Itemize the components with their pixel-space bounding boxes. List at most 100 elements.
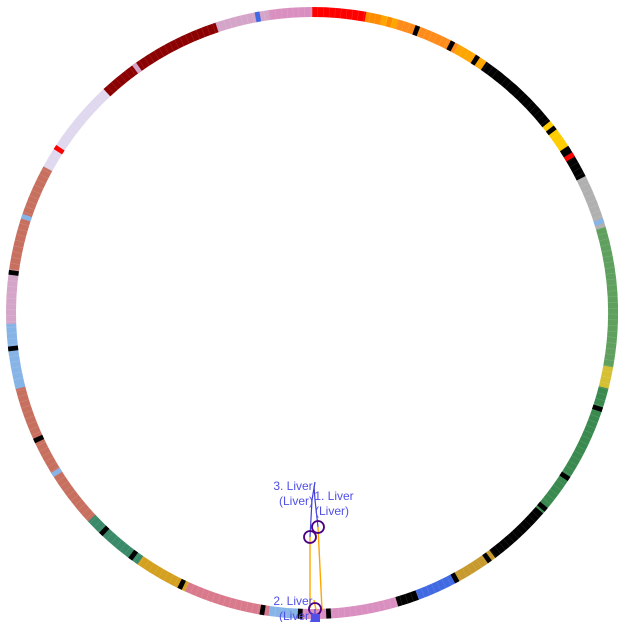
ring-segment-12 [535, 386, 609, 514]
ring-texture-line [431, 583, 436, 594]
ring-texture-line [406, 23, 411, 33]
ring-texture-line [461, 568, 468, 578]
ring-texture-line [212, 23, 216, 34]
ring-accent-29 [132, 62, 142, 74]
ring-texture-line [338, 607, 340, 618]
ring-texture-line [85, 512, 94, 520]
ring-segment-11 [598, 365, 614, 389]
ring-texture-line [11, 256, 22, 260]
ring-texture-line [554, 137, 563, 144]
ring-texture-line [21, 404, 31, 409]
ring-texture-line [553, 484, 562, 491]
ring-texture-line [240, 15, 244, 26]
ring-texture-line [106, 532, 114, 540]
ring-texture-line [592, 215, 603, 220]
ring-texture-line [382, 600, 386, 611]
ring-texture-line [89, 102, 98, 110]
ring-texture-line [568, 460, 578, 466]
ring-segment-29 [268, 7, 313, 21]
ring-texture-line [14, 239, 25, 243]
marker-3-circle[interactable] [303, 530, 317, 544]
ring-texture-line [525, 101, 534, 109]
ring-accent-25 [7, 345, 19, 352]
ring-segment-17 [300, 597, 399, 619]
ring-texture-line [10, 366, 21, 369]
ring-texture-line [500, 77, 508, 86]
ring-accent-17 [297, 608, 303, 619]
ring-texture-line [77, 503, 86, 511]
ring-segment-23 [6, 323, 26, 389]
ring-accent-7 [545, 125, 557, 136]
ring-texture-line [453, 44, 459, 54]
ring-texture-line [24, 415, 35, 420]
ring-texture-line [498, 542, 506, 551]
ring-accent-28 [53, 144, 65, 155]
ring-texture-line [535, 506, 544, 514]
ring-texture-line [280, 8, 283, 19]
ring-texture-line [143, 559, 150, 569]
ring-texture-line [349, 606, 352, 617]
ring-texture-line [521, 96, 529, 105]
ring-accent-21 [99, 525, 110, 537]
ring-texture-line [605, 353, 616, 356]
ring-accent-15 [450, 572, 460, 584]
ring-texture-line [585, 424, 596, 429]
ring-texture-line [563, 151, 573, 158]
ring-texture-line [524, 519, 532, 527]
marker-1-circle[interactable] [311, 520, 325, 534]
ring-texture-line [206, 590, 211, 601]
ring-texture-line [600, 243, 611, 247]
ring-texture-line [404, 593, 409, 604]
ring-texture-line [102, 89, 110, 98]
ring-texture-line [540, 118, 549, 126]
ring-texture-line [599, 238, 609, 242]
ring-texture-line [201, 27, 206, 38]
ring-texture-line [494, 545, 502, 554]
marker-labels: 1. Liver (Liver) 3. Liver (Liver) 2. Liv… [273, 479, 353, 622]
ring-texture-line [572, 167, 582, 173]
ring-texture-line [263, 10, 266, 21]
ring-texture-line [13, 245, 24, 249]
ring-texture-line [93, 520, 102, 528]
ring-texture-line [458, 47, 464, 57]
ring-texture-line [476, 559, 482, 568]
ring-segment-27 [103, 22, 219, 97]
ring-texture-line [601, 249, 612, 253]
ring-texture-line [410, 592, 414, 602]
ring-texture-line [78, 115, 87, 123]
ring-texture-line [602, 255, 613, 258]
ring-accent-16 [325, 608, 332, 619]
ring-texture-line [7, 338, 18, 340]
ring-texture-line [29, 195, 39, 200]
ring-texture-line [603, 364, 614, 367]
ring-segment-24 [6, 269, 20, 324]
ring-texture-line [6, 291, 17, 294]
ring-texture-line [340, 8, 342, 19]
ring-texture-line [106, 85, 114, 94]
ring-texture-line [63, 485, 72, 492]
ring-texture-line [223, 19, 227, 30]
ring-texture-line [602, 370, 613, 373]
ring-texture-line [399, 595, 403, 606]
ring-segment-2 [364, 11, 383, 25]
ring-texture-line [573, 450, 584, 456]
ring-texture-line [251, 12, 255, 23]
ring-texture-line [228, 597, 232, 608]
ring-accent-18 [259, 604, 266, 616]
ring-texture-line [536, 114, 545, 121]
ring-texture-line [119, 543, 127, 552]
ring-texture-line [47, 461, 57, 468]
ring-texture-line [163, 571, 169, 581]
ring-texture-line [596, 226, 606, 231]
ring-texture-line [351, 9, 354, 20]
ring-segment-28 [215, 10, 271, 33]
ring-texture-line [56, 143, 66, 150]
ring-texture-line [66, 490, 76, 497]
ring-texture-line [515, 527, 524, 535]
ring-texture-line [368, 12, 371, 23]
marker-3-leader [309, 481, 316, 538]
ring-accent-22 [51, 467, 63, 477]
ring-texture-line [607, 330, 618, 332]
ring-texture-line [50, 153, 60, 159]
ring-texture-line [133, 553, 140, 562]
